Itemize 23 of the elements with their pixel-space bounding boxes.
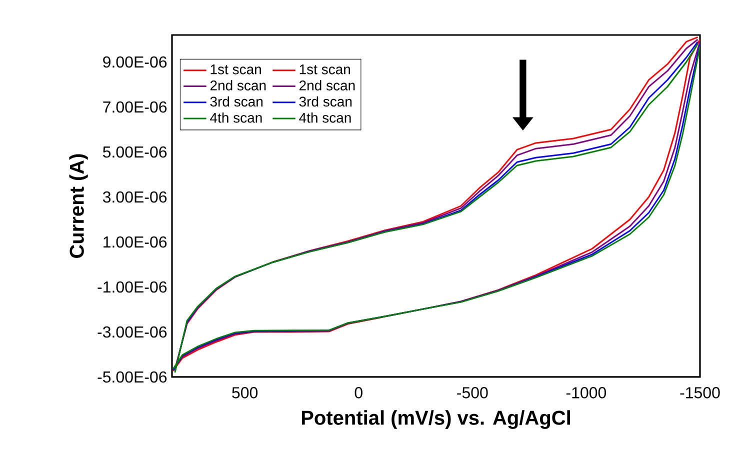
x-axis-title: Potential (mV/s) vs. Ag/AgCl: [302, 410, 570, 429]
y-tick-label: 1.00E-06: [104, 236, 167, 248]
legend-label: 1st scan: [210, 64, 261, 74]
y-tick-label: 7.00E-06: [103, 101, 167, 113]
y-axis-title: Current (A): [69, 154, 88, 258]
x-tick-label: -500: [457, 387, 488, 398]
x-tick-label: -1500: [680, 387, 720, 398]
y-tick-label: -1.00E-06: [98, 281, 167, 293]
legend-label: 4th scan: [210, 112, 262, 123]
legend-label: 3rd scan: [299, 96, 352, 107]
legend-label: 2nd scan: [210, 80, 266, 90]
y-tick-label: -3.00E-06: [98, 326, 167, 338]
x-tick-label: -1000: [566, 387, 606, 398]
legend-label: 4th scan: [299, 112, 351, 123]
y-tick-label: 3.00E-06: [102, 191, 167, 203]
y-tick-label: 5.00E-06: [103, 146, 167, 158]
y-tick-label: 9.00E-06: [103, 56, 167, 68]
y-tick-label: -5.00E-06: [98, 371, 167, 383]
legend-label: 1st scan: [300, 64, 350, 74]
legend-label: 3rd scan: [210, 96, 263, 107]
legend-label: 2nd scan: [300, 80, 355, 90]
x-tick-label: 500: [232, 387, 258, 398]
x-tick-label: 0: [354, 387, 362, 398]
